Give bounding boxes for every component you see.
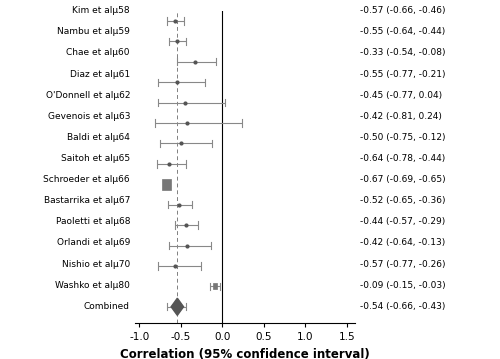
Text: -0.54 (-0.66, -0.43): -0.54 (-0.66, -0.43) — [360, 302, 446, 311]
Text: -0.42 (-0.64, -0.13): -0.42 (-0.64, -0.13) — [360, 238, 446, 247]
Text: -0.67 (-0.69, -0.65): -0.67 (-0.69, -0.65) — [360, 175, 446, 184]
Text: -0.09 (-0.15, -0.03): -0.09 (-0.15, -0.03) — [360, 281, 446, 290]
Text: Bastarrika et alµ67: Bastarrika et alµ67 — [44, 196, 130, 205]
Text: -0.44 (-0.57, -0.29): -0.44 (-0.57, -0.29) — [360, 217, 446, 226]
Bar — [162, 179, 171, 190]
Text: -0.45 (-0.77, 0.04): -0.45 (-0.77, 0.04) — [360, 91, 442, 100]
Bar — [213, 283, 216, 289]
Text: Saitoh et alµ65: Saitoh et alµ65 — [61, 154, 130, 163]
Text: Washko et alµ80: Washko et alµ80 — [55, 281, 130, 290]
Text: Nishio et alµ70: Nishio et alµ70 — [62, 260, 130, 269]
Text: -0.55 (-0.77, -0.21): -0.55 (-0.77, -0.21) — [360, 70, 446, 79]
Text: Schroeder et alµ66: Schroeder et alµ66 — [44, 175, 130, 184]
X-axis label: Correlation (95% confidence interval): Correlation (95% confidence interval) — [120, 348, 370, 359]
Text: O'Donnell et alµ62: O'Donnell et alµ62 — [46, 91, 130, 100]
Text: -0.55 (-0.64, -0.44): -0.55 (-0.64, -0.44) — [360, 27, 446, 36]
Text: -0.52 (-0.65, -0.36): -0.52 (-0.65, -0.36) — [360, 196, 446, 205]
Text: -0.64 (-0.78, -0.44): -0.64 (-0.78, -0.44) — [360, 154, 446, 163]
Text: Gevenois et alµ63: Gevenois et alµ63 — [48, 112, 130, 121]
Text: Chae et alµ60: Chae et alµ60 — [66, 48, 130, 57]
Text: Nambu et alµ59: Nambu et alµ59 — [57, 27, 130, 36]
Text: Paoletti et alµ68: Paoletti et alµ68 — [56, 217, 130, 226]
Polygon shape — [171, 298, 183, 315]
Text: -0.57 (-0.66, -0.46): -0.57 (-0.66, -0.46) — [360, 6, 446, 15]
Text: -0.50 (-0.75, -0.12): -0.50 (-0.75, -0.12) — [360, 133, 446, 142]
Text: Combined: Combined — [84, 302, 130, 311]
Text: -0.57 (-0.77, -0.26): -0.57 (-0.77, -0.26) — [360, 260, 446, 269]
Text: Diaz et alµ61: Diaz et alµ61 — [70, 70, 130, 79]
Text: Orlandi et alµ69: Orlandi et alµ69 — [56, 238, 130, 247]
Text: Kim et alµ58: Kim et alµ58 — [72, 6, 130, 15]
Text: -0.33 (-0.54, -0.08): -0.33 (-0.54, -0.08) — [360, 48, 446, 57]
Text: -0.42 (-0.81, 0.24): -0.42 (-0.81, 0.24) — [360, 112, 442, 121]
Text: Baldi et alµ64: Baldi et alµ64 — [67, 133, 130, 142]
